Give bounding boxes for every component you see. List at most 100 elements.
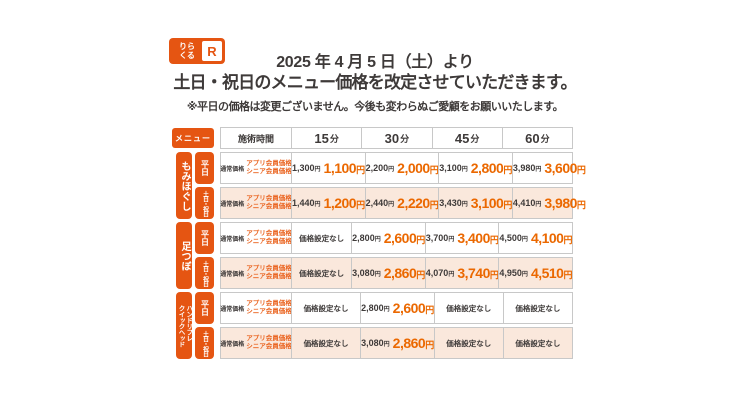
member-price: 3,100円 xyxy=(470,195,513,211)
logo-brand-line2: くる xyxy=(179,51,195,60)
member-price: 1,100円 xyxy=(323,160,366,176)
price-cell: 価格設定なし xyxy=(291,293,360,323)
regular-price: 2,200円 xyxy=(366,163,395,173)
regular-price: 3,100円 xyxy=(439,163,468,173)
member-price-yen: 円 xyxy=(429,165,439,175)
note-line: ※平日の価格は変更ございません。今後も変わらぬご愛顧をお願いいたします。 xyxy=(186,101,564,113)
price-cell: 価格設定なし xyxy=(433,293,503,323)
member-price-number: 1,100 xyxy=(323,160,357,176)
day-badge-label: 平日 xyxy=(200,300,210,316)
member-price-labels: アプリ会員価格 シニア会員価格 xyxy=(246,230,292,246)
no-price-label: 価格設定なし xyxy=(303,303,349,313)
no-price-label: 価格設定なし xyxy=(515,338,561,348)
member-price-yen: 円 xyxy=(416,270,425,280)
regular-price-yen: 円 xyxy=(535,167,542,173)
regular-price-number: 2,800 xyxy=(352,233,375,243)
member-price-labels: アプリ会員価格 シニア会員価格 xyxy=(246,300,292,316)
member-price: 2,000円 xyxy=(397,160,439,176)
notice-content: りら くる R 2025 年 4 月 5 日（土）より 土日・祝日のメニュー価格… xyxy=(160,30,590,370)
price-table: メニュー もみほぐし 平日 土日・祝日 足つぼ 平日 土日・祝日 ハンドリフレ クイックヘッド… xyxy=(160,127,590,362)
member-price-number: 3,100 xyxy=(470,195,504,211)
member-price-label: シニア会員価格 xyxy=(246,203,292,210)
regular-price: 4,070円 xyxy=(426,268,455,278)
day-badge: 土日・祝日 xyxy=(195,327,214,359)
member-price: 3,980円 xyxy=(544,195,586,211)
member-price-number: 2,000 xyxy=(397,160,430,176)
regular-price-label: 通常価格 xyxy=(220,306,245,313)
price-cell: 2,440円 2,220円 xyxy=(364,188,439,218)
title-date-line: 2025 年 4 月 5 日（土）より xyxy=(276,54,474,71)
member-price-yen: 円 xyxy=(489,270,499,280)
price-table-rows: 施術時間 15 分 30 分 45 分 60 分 通常価格 アプリ会員価格 シニア会員価格 1,30… xyxy=(220,127,586,359)
member-price: 2,600円 xyxy=(392,300,435,316)
table-header-row: 施術時間 15 分 30 分 45 分 60 分 xyxy=(220,127,573,149)
price-type-labels: 通常価格 アプリ会員価格 シニア会員価格 xyxy=(220,300,292,316)
regular-price-number: 3,700 xyxy=(425,233,449,243)
price-cell: 4,950円 4,510円 xyxy=(498,258,572,288)
member-price-number: 2,600 xyxy=(392,300,426,316)
regular-price: 2,800円 xyxy=(352,233,381,243)
member-price-number: 3,740 xyxy=(457,265,490,281)
member-price: 2,600円 xyxy=(384,230,426,246)
duration-unit: 分 xyxy=(400,133,410,144)
regular-price-number: 4,070 xyxy=(425,268,449,278)
regular-price-number: 3,080 xyxy=(361,338,384,348)
regular-price-yen: 円 xyxy=(314,202,321,208)
regular-price-yen: 円 xyxy=(521,237,528,243)
regular-price: 3,980円 xyxy=(513,163,542,173)
price-cell: 3,100円 2,800円 xyxy=(438,153,512,183)
regular-price-label: 通常価格 xyxy=(220,341,245,348)
member-price: 3,400円 xyxy=(457,230,499,246)
regular-price-number: 3,980 xyxy=(512,163,536,173)
regular-price-number: 3,430 xyxy=(439,198,462,208)
price-cell: 価格設定なし xyxy=(291,328,360,358)
price-row: 通常価格 アプリ会員価格 シニア会員価格 価格設定なし 3,080円 2,860円 価格設定… xyxy=(220,327,573,359)
price-type-labels: 通常価格 アプリ会員価格 シニア会員価格 xyxy=(220,265,292,281)
no-price-label: 価格設定なし xyxy=(299,233,345,243)
menu-badge: メニュー xyxy=(172,128,214,148)
regular-price: 3,700円 xyxy=(426,233,455,243)
price-type-cell: 通常価格 アプリ会員価格 シニア会員価格 xyxy=(220,258,292,288)
regular-price: 3,430円 xyxy=(439,198,468,208)
regular-price-yen: 円 xyxy=(383,307,390,313)
duration-unit: 分 xyxy=(470,133,480,144)
member-price-label: シニア会員価格 xyxy=(246,273,292,280)
price-cell: 3,980円 3,600円 xyxy=(511,153,586,183)
member-price-label: アプリ会員価格 xyxy=(246,194,292,202)
duration-number: 60 xyxy=(525,130,540,146)
duration-number: 15 xyxy=(314,130,329,146)
day-badge-label: 平日 xyxy=(200,230,210,246)
regular-price-label: 通常価格 xyxy=(220,166,245,173)
price-cell: 3,700円 3,400円 xyxy=(424,223,499,253)
price-type-labels: 通常価格 アプリ会員価格 シニア会員価格 xyxy=(220,335,292,351)
regular-price-number: 1,440 xyxy=(292,198,315,208)
member-price-labels: アプリ会員価格 シニア会員価格 xyxy=(246,195,292,211)
price-cell: 価格設定なし xyxy=(291,258,351,288)
day-badge: 平日 xyxy=(195,222,214,254)
member-price-yen: 円 xyxy=(489,235,499,245)
member-price: 3,740円 xyxy=(457,265,499,281)
price-cell: 1,440円 1,200円 xyxy=(291,188,365,218)
badge-column: メニュー もみほぐし 平日 土日・祝日 足つぼ 平日 土日・祝日 ハンドリフレ クイックヘッド… xyxy=(160,127,220,362)
member-price-number: 1,200 xyxy=(323,195,357,211)
regular-price: 1,300円 xyxy=(292,163,321,173)
regular-price-yen: 円 xyxy=(388,167,395,173)
day-badge-label: 土日・祝日 xyxy=(201,260,208,286)
duration-header-cell: 30 分 xyxy=(361,128,431,148)
member-price-yen: 円 xyxy=(576,200,586,210)
regular-price-yen: 円 xyxy=(388,202,395,208)
category-badge: もみほぐし xyxy=(176,152,192,219)
member-price-yen: 円 xyxy=(425,340,434,350)
regular-price-label: 通常価格 xyxy=(220,271,245,278)
day-badge: 平日 xyxy=(195,292,214,324)
day-badge: 平日 xyxy=(195,152,214,184)
member-price: 1,200円 xyxy=(323,195,366,211)
member-price-yen: 円 xyxy=(503,200,512,210)
member-price-number: 2,800 xyxy=(470,160,504,176)
member-price-number: 3,400 xyxy=(457,230,490,246)
member-price-yen: 円 xyxy=(356,165,365,175)
regular-price-yen: 円 xyxy=(521,272,528,278)
price-cell: 4,500円 4,100円 xyxy=(498,223,572,253)
logo-brand-line1: りら xyxy=(179,41,195,51)
regular-price-yen: 円 xyxy=(374,272,381,278)
